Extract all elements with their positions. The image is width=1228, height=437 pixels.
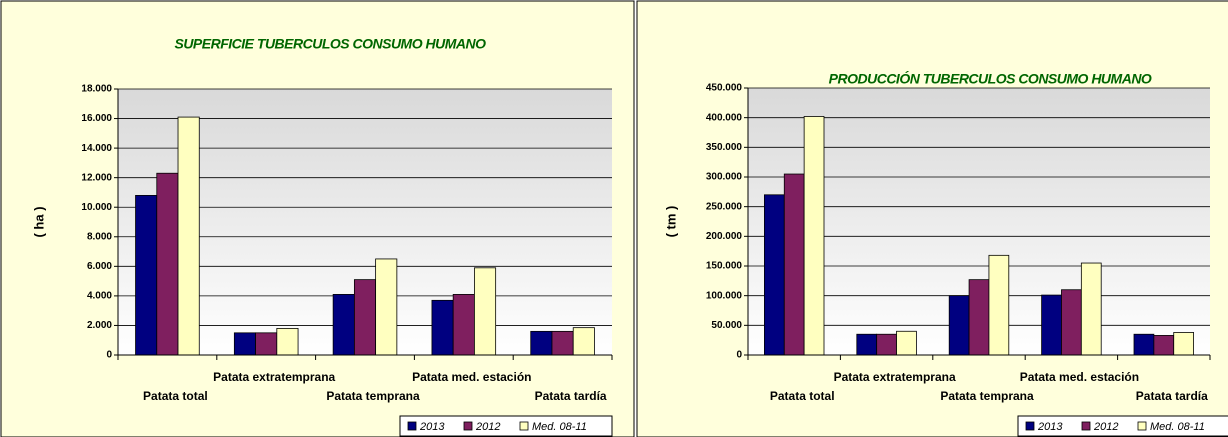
y-tick-label: 14.000 xyxy=(81,143,112,154)
legend-label: 2012 xyxy=(1093,421,1118,433)
x-tick-label: Patata tardía xyxy=(1136,389,1208,403)
y-tick-label: 8.000 xyxy=(87,231,112,242)
bar xyxy=(474,267,497,356)
chart-title: SUPERFICIE TUBERCULOS CONSUMO HUMANO xyxy=(174,36,486,52)
y-tick-label: 150.000 xyxy=(706,261,743,272)
legend-label: Med. 08-11 xyxy=(1150,421,1205,433)
x-tick-label: Patata temprana xyxy=(326,389,420,403)
bar xyxy=(551,330,574,356)
bar xyxy=(948,295,970,356)
bar xyxy=(1153,335,1175,356)
x-tick-label: Patata med. estación xyxy=(1020,370,1139,384)
legend-label: Med. 08-11 xyxy=(532,421,587,433)
legend-swatch xyxy=(1137,421,1147,431)
bar xyxy=(1061,289,1082,356)
bar xyxy=(1041,294,1062,356)
bar xyxy=(276,327,299,356)
y-tick-label: 6.000 xyxy=(87,261,112,272)
bar xyxy=(332,294,355,356)
bar xyxy=(968,279,990,356)
bar xyxy=(177,116,200,356)
bar xyxy=(572,327,595,356)
y-tick-label: 4.000 xyxy=(87,291,112,302)
bar xyxy=(375,258,398,356)
bar xyxy=(783,173,805,356)
bar xyxy=(1080,262,1102,356)
bar xyxy=(530,330,553,356)
bar xyxy=(876,333,897,356)
y-tick-label: 300.000 xyxy=(706,172,743,183)
bar xyxy=(988,254,1010,356)
y-axis-label: ( tm ) xyxy=(663,206,678,238)
bar xyxy=(255,332,278,356)
bar xyxy=(233,332,256,356)
legend-label: 2013 xyxy=(419,421,445,433)
legend-swatch xyxy=(407,421,417,431)
chart-title: PRODUCCIÓN TUBERCULOS CONSUMO HUMANO xyxy=(829,70,1152,87)
y-tick-label: 200.000 xyxy=(706,231,743,242)
x-tick-label: Patata med. estación xyxy=(412,370,531,384)
y-tick-label: 450.000 xyxy=(706,83,743,94)
x-tick-label: Patata extratemprana xyxy=(213,370,335,384)
bar xyxy=(803,116,825,356)
y-axis-label: ( ha ) xyxy=(31,206,46,237)
y-tick-label: 350.000 xyxy=(706,142,743,153)
legend-box xyxy=(1017,415,1228,437)
y-tick-label: 12.000 xyxy=(81,172,112,183)
x-tick-label: Patata total xyxy=(770,389,835,403)
legend-swatch xyxy=(1081,421,1091,431)
y-tick-label: 250.000 xyxy=(706,201,743,212)
legend-box xyxy=(399,415,613,437)
bar xyxy=(856,333,878,356)
bar xyxy=(156,172,179,356)
bar xyxy=(1133,333,1155,356)
bar xyxy=(135,194,158,356)
y-tick-label: 0 xyxy=(106,350,112,361)
bar xyxy=(1173,332,1194,356)
y-tick-label: 10.000 xyxy=(81,202,112,213)
bar xyxy=(353,279,377,356)
y-tick-label: 50.000 xyxy=(711,320,742,331)
bar xyxy=(764,194,785,356)
legend-swatch xyxy=(1025,421,1035,431)
x-tick-label: Patata extratemprana xyxy=(834,370,956,384)
bar xyxy=(452,294,475,356)
legend-swatch xyxy=(519,421,529,431)
y-tick-label: 100.000 xyxy=(706,290,743,301)
bar xyxy=(896,330,917,356)
y-tick-label: 0 xyxy=(736,350,742,361)
y-tick-label: 400.000 xyxy=(706,112,743,123)
legend-label: 2012 xyxy=(475,421,500,433)
y-tick-label: 16.000 xyxy=(81,113,112,124)
legend-label: 2013 xyxy=(1037,421,1063,433)
x-tick-label: Patata temprana xyxy=(940,389,1034,403)
bar xyxy=(431,299,454,356)
legend-swatch xyxy=(463,421,473,431)
y-tick-label: 2.000 xyxy=(87,320,112,331)
x-tick-label: Patata total xyxy=(143,389,208,403)
x-tick-label: Patata tardía xyxy=(535,389,607,403)
y-tick-label: 18.000 xyxy=(81,84,112,95)
